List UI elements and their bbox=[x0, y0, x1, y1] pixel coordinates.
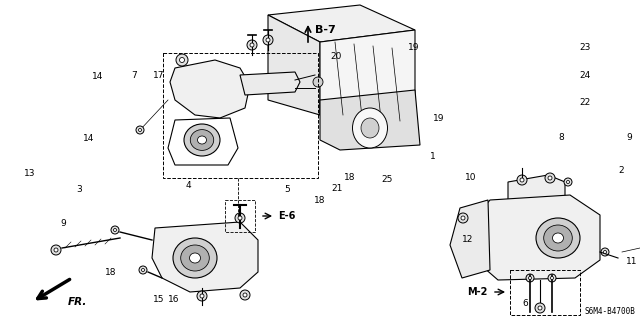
Polygon shape bbox=[152, 222, 258, 292]
Text: 9: 9 bbox=[60, 219, 66, 228]
Circle shape bbox=[197, 291, 207, 301]
Circle shape bbox=[526, 274, 534, 282]
Polygon shape bbox=[475, 195, 600, 280]
Circle shape bbox=[604, 250, 607, 254]
Circle shape bbox=[111, 226, 119, 234]
Text: 22: 22 bbox=[580, 98, 591, 107]
Text: S6M4-B4700B: S6M4-B4700B bbox=[584, 308, 635, 316]
Circle shape bbox=[535, 303, 545, 313]
Text: 16: 16 bbox=[168, 295, 180, 304]
Circle shape bbox=[545, 173, 555, 183]
Circle shape bbox=[176, 54, 188, 66]
Text: FR.: FR. bbox=[68, 297, 88, 307]
Text: 18: 18 bbox=[314, 196, 325, 205]
Text: 20: 20 bbox=[330, 52, 342, 61]
Circle shape bbox=[141, 269, 145, 271]
Circle shape bbox=[240, 290, 250, 300]
Circle shape bbox=[548, 176, 552, 180]
Circle shape bbox=[250, 43, 254, 47]
Ellipse shape bbox=[544, 225, 572, 251]
Ellipse shape bbox=[536, 218, 580, 258]
Text: 7: 7 bbox=[132, 71, 137, 80]
Polygon shape bbox=[268, 5, 415, 42]
Circle shape bbox=[458, 213, 468, 223]
Ellipse shape bbox=[173, 238, 217, 278]
Text: 4: 4 bbox=[186, 181, 191, 189]
Text: 14: 14 bbox=[92, 72, 104, 81]
Bar bbox=[225, 200, 255, 232]
Circle shape bbox=[601, 248, 609, 256]
Polygon shape bbox=[170, 60, 250, 118]
Circle shape bbox=[113, 228, 116, 232]
Circle shape bbox=[313, 77, 323, 87]
Text: 24: 24 bbox=[580, 71, 591, 80]
Text: 3: 3 bbox=[76, 185, 82, 194]
Text: 10: 10 bbox=[465, 173, 477, 182]
Text: 25: 25 bbox=[381, 175, 393, 184]
Circle shape bbox=[548, 274, 556, 282]
Text: 21: 21 bbox=[331, 184, 342, 193]
Text: 17: 17 bbox=[153, 71, 164, 80]
Circle shape bbox=[200, 294, 204, 298]
Ellipse shape bbox=[190, 130, 214, 150]
Circle shape bbox=[51, 245, 61, 255]
Bar bbox=[163, 53, 318, 178]
Circle shape bbox=[235, 213, 245, 223]
Polygon shape bbox=[320, 30, 415, 115]
Circle shape bbox=[263, 35, 273, 45]
Text: 18: 18 bbox=[105, 268, 116, 277]
Circle shape bbox=[136, 126, 144, 134]
Polygon shape bbox=[508, 175, 565, 205]
Ellipse shape bbox=[180, 245, 209, 271]
Circle shape bbox=[179, 57, 184, 63]
Circle shape bbox=[243, 293, 247, 297]
Ellipse shape bbox=[198, 136, 207, 144]
Circle shape bbox=[520, 178, 524, 182]
Polygon shape bbox=[268, 15, 320, 115]
Text: 2: 2 bbox=[618, 166, 624, 175]
Ellipse shape bbox=[353, 108, 387, 148]
Ellipse shape bbox=[361, 118, 379, 138]
Text: 13: 13 bbox=[24, 169, 35, 178]
Circle shape bbox=[54, 248, 58, 252]
Circle shape bbox=[139, 266, 147, 274]
Circle shape bbox=[266, 38, 270, 42]
Circle shape bbox=[538, 306, 542, 310]
Text: E-6: E-6 bbox=[278, 211, 296, 221]
Bar bbox=[510, 270, 580, 315]
Ellipse shape bbox=[184, 124, 220, 156]
Circle shape bbox=[550, 277, 554, 279]
Text: B-7: B-7 bbox=[315, 25, 336, 35]
Text: 14: 14 bbox=[83, 134, 95, 143]
Text: 19: 19 bbox=[408, 43, 420, 52]
Polygon shape bbox=[450, 200, 490, 278]
Circle shape bbox=[564, 178, 572, 186]
Circle shape bbox=[138, 129, 141, 131]
Circle shape bbox=[247, 40, 257, 50]
Polygon shape bbox=[240, 72, 300, 95]
Circle shape bbox=[461, 216, 465, 220]
Polygon shape bbox=[320, 90, 420, 150]
Circle shape bbox=[566, 181, 570, 183]
Ellipse shape bbox=[189, 253, 200, 263]
Text: 19: 19 bbox=[433, 114, 444, 123]
Circle shape bbox=[238, 216, 242, 220]
Text: 8: 8 bbox=[559, 133, 564, 142]
Text: M-2: M-2 bbox=[468, 287, 488, 297]
Text: 9: 9 bbox=[626, 133, 632, 142]
Text: 23: 23 bbox=[580, 43, 591, 52]
Text: 12: 12 bbox=[462, 235, 474, 244]
Text: 6: 6 bbox=[522, 299, 527, 308]
Text: 5: 5 bbox=[284, 185, 290, 194]
Text: 15: 15 bbox=[153, 295, 164, 304]
Text: 18: 18 bbox=[344, 173, 356, 182]
Text: 1: 1 bbox=[430, 152, 436, 161]
Circle shape bbox=[529, 277, 531, 279]
Ellipse shape bbox=[552, 233, 563, 243]
Text: 11: 11 bbox=[626, 257, 637, 266]
Circle shape bbox=[517, 175, 527, 185]
